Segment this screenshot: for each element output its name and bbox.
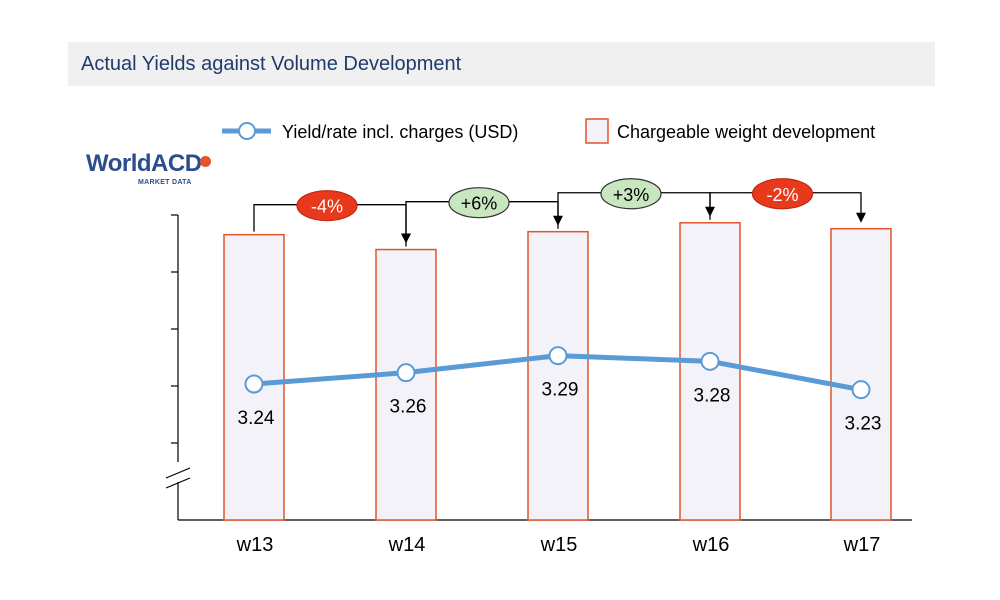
legend-line-label: Yield/rate incl. charges (USD): [282, 122, 518, 142]
change-label: +6%: [461, 194, 498, 214]
change-arrowhead: [856, 212, 866, 223]
legend-line-marker: [238, 122, 256, 140]
change-label: +3%: [613, 185, 650, 205]
change-badge: [600, 178, 662, 210]
yield-data-label: 3.24: [238, 408, 275, 429]
bar-w16: [679, 222, 741, 521]
page-title: Actual Yields against Volume Development: [68, 42, 935, 86]
legend: Yield/rate incl. charges (USD) Chargeabl…: [222, 118, 875, 144]
yield-data-label: 3.29: [542, 380, 579, 401]
logo-subtitle: MARKET DATA: [138, 179, 192, 186]
yield-point-w16: [700, 351, 720, 371]
yield-point-w15: [548, 346, 568, 366]
change-label: -4%: [311, 197, 343, 217]
bar-series: [223, 222, 892, 521]
x-axis-labels: w13 w14 w15 w16 w17: [236, 534, 881, 556]
yield-point-w14: [396, 363, 416, 383]
yield-data-label: 3.28: [694, 385, 731, 406]
logo-arrow-icon: [200, 156, 211, 167]
x-tick-label: w16: [692, 534, 730, 556]
bar-w17: [830, 227, 892, 521]
yield-data-label: 3.26: [390, 397, 427, 418]
legend-bar-label: Chargeable weight development: [617, 122, 875, 142]
yield-point-w13: [244, 374, 264, 394]
yield-data-label: 3.23: [845, 414, 882, 435]
change-annotations: -4% +6% +3% -2%: [253, 178, 866, 247]
x-tick-label: w13: [236, 534, 274, 556]
axis-break-mark: [165, 467, 191, 479]
x-tick-label: w15: [540, 534, 578, 556]
bar-w15: [527, 230, 589, 521]
yield-point-w17: [851, 380, 871, 400]
change-badge: [296, 190, 358, 222]
x-tick-label: w14: [388, 534, 426, 556]
change-badge: [751, 178, 814, 210]
legend-bar-swatch: [585, 118, 609, 144]
change-label: -2%: [766, 185, 798, 205]
x-tick-label: w17: [843, 534, 881, 556]
logo-name: WorldACD: [86, 150, 202, 177]
bar-w14: [375, 248, 437, 521]
axis-break-mark: [165, 477, 191, 489]
worldacd-logo: WorldACD MARKET DATA: [86, 150, 216, 198]
change-badge: [448, 187, 510, 219]
line-series: 3.24 3.26 3.29 3.28 3.23: [238, 346, 882, 435]
